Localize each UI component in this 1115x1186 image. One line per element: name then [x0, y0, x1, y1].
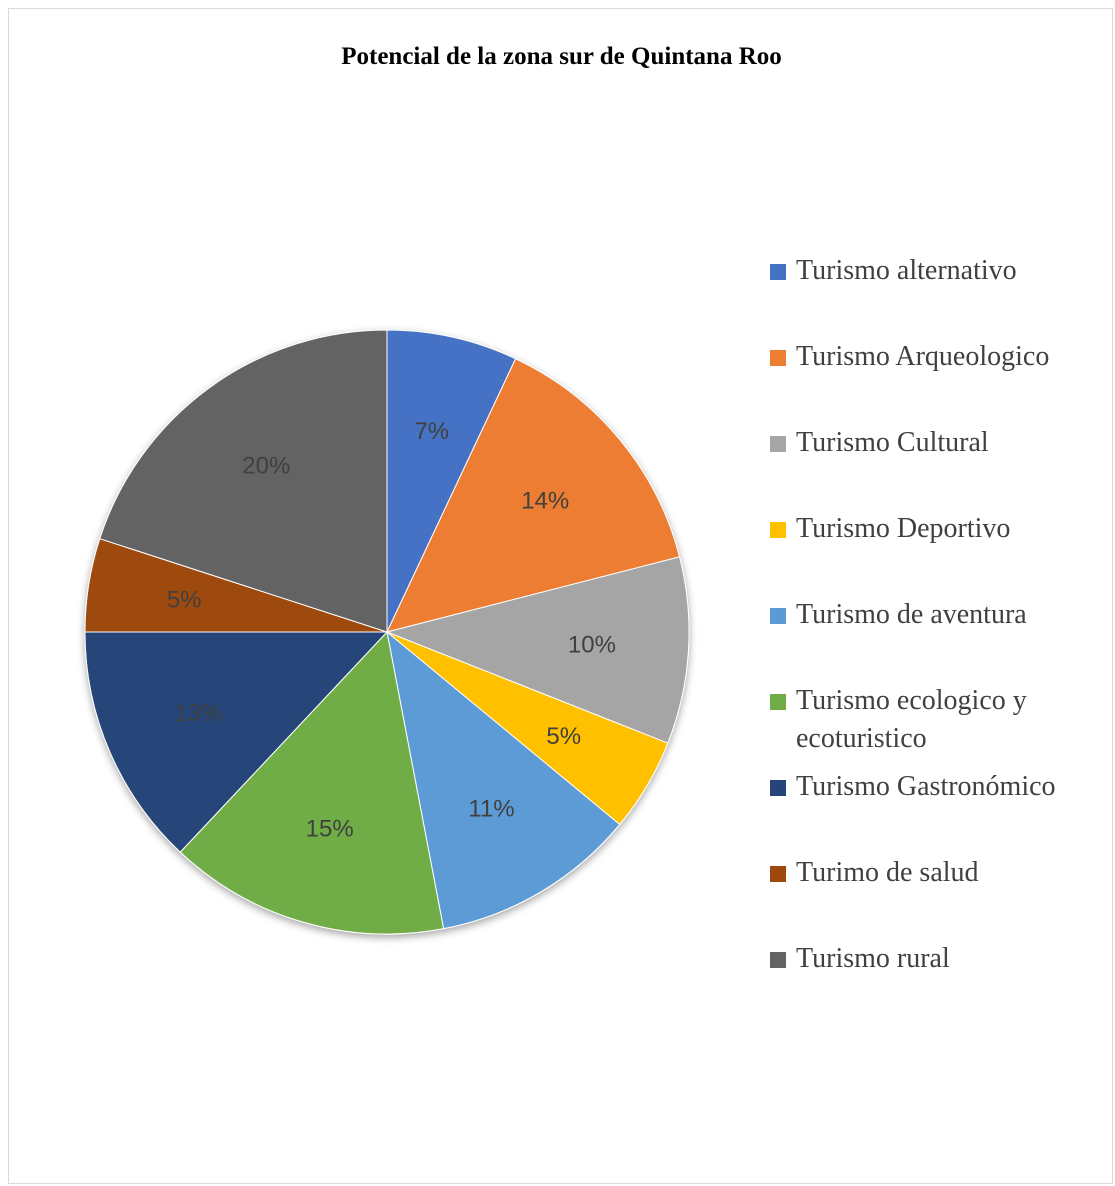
legend-swatch: [770, 350, 786, 366]
legend-swatch: [770, 694, 786, 710]
legend-label: Turismo Gastronómico: [796, 771, 1056, 802]
legend-swatch: [770, 522, 786, 538]
pie-slice-turismo-arqueologico: [386, 358, 681, 633]
legend-swatch: [770, 952, 786, 968]
legend-label: Turimo de salud: [796, 857, 979, 888]
pie-data-label-turismo-alternativo: 7%: [414, 418, 449, 445]
legend-swatch: [770, 608, 786, 624]
chart-title: Potencial de la zona sur de Quintana Roo: [341, 43, 782, 70]
pie-data-label-turismo-deportivo: 5%: [546, 723, 581, 750]
pie-data-label-turismo-cultural: 10%: [568, 631, 616, 658]
pie-slice-turismo-cultural: [385, 556, 690, 744]
pie-slice-turismo-gastronomico: [84, 631, 389, 853]
legend-swatch: [770, 866, 786, 882]
pie-data-label-turismo-rural: 20%: [242, 452, 290, 479]
pie-slice-turismo-de-aventura: [386, 630, 621, 930]
pie-data-label-turismo-gastronomico: 13%: [175, 700, 223, 727]
pie-slice-turismo-rural: [99, 329, 388, 633]
pie-data-labels: 7% 14% 10% 5% 11% 15% 13% 5% 20%: [167, 418, 616, 843]
legend-swatch: [770, 264, 786, 280]
pie-slices: [84, 329, 690, 935]
pie-slice-turismo-ecologico-y-ecoturistico: [179, 630, 445, 935]
legend-label: Turismo Cultural: [796, 427, 989, 458]
legend-label: Turismo ecologico y ecoturistico: [796, 685, 1027, 754]
legend-label: Turismo alternativo: [796, 255, 1017, 286]
legend-swatch: [770, 436, 786, 452]
pie-slice-turismo-alternativo: [386, 329, 517, 633]
pie-data-label-turismo-ecologico-y-ecoturistico: 15%: [306, 816, 354, 843]
legend-label: Turismo rural: [796, 943, 950, 974]
pie-data-label-turimo-de-salud: 5%: [167, 586, 202, 613]
pie-data-label-turismo-arqueologico: 14%: [521, 488, 569, 515]
legend-swatch: [770, 780, 786, 796]
legend-label: Turismo Arqueologico: [796, 341, 1050, 372]
pie-data-label-turismo-de-aventura: 11%: [468, 795, 514, 822]
legend-label: Turismo de aventura: [796, 599, 1027, 630]
legend-label: Turismo Deportivo: [796, 513, 1011, 544]
